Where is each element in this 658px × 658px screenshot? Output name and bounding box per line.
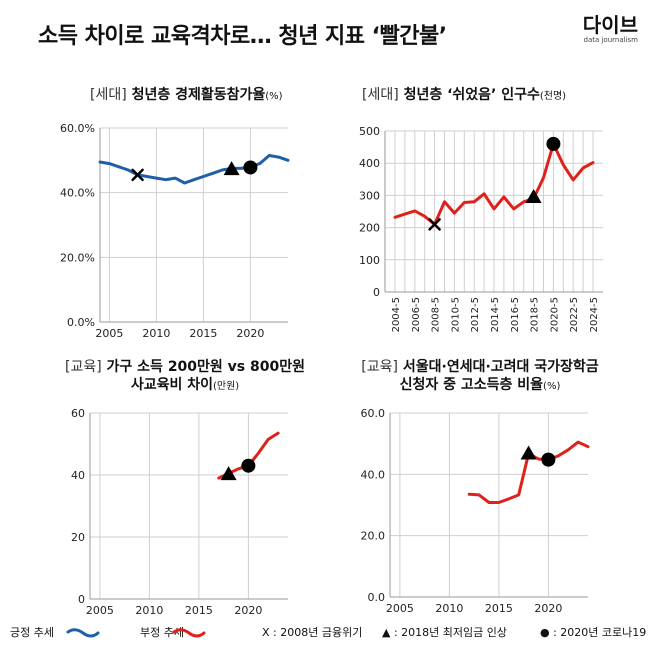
panel-2-ytick-label: 500 <box>359 125 380 138</box>
panel-2-xtick-label: 2004-5 <box>391 297 402 332</box>
page-title: 소득 차이로 교육격차로… 청년 지표 ‘빨간불’ <box>38 24 447 49</box>
panel-1-xtick-label: 2005 <box>95 327 123 340</box>
brand-logo: 다이브 data journalism <box>583 14 638 44</box>
panel-3-ytick-label: 60 <box>71 407 85 420</box>
panel-4-marker-circle <box>541 452 556 467</box>
panel-3-xtick-label: 2015 <box>185 604 213 617</box>
panel-2-ytick-label: 200 <box>359 222 380 235</box>
panel-4-xtick-label: 2005 <box>386 602 414 615</box>
panel-2-ytick-label: 0 <box>373 286 380 299</box>
panel-2-marker-x <box>428 218 441 231</box>
panel-1-xtick-label: 2020 <box>236 327 264 340</box>
panel-1-marker-x <box>131 168 144 182</box>
panel-1-title: [세대] 청년층 경제활동참가율(%) <box>90 86 283 106</box>
legend-negative-swatch <box>172 628 206 638</box>
legend-negative-label: 부정 추세 <box>140 626 184 639</box>
legend-positive-swatch <box>66 628 100 638</box>
panel-3-xtick-label: 2020 <box>234 604 262 617</box>
panel-3-marker-triangle <box>220 466 237 481</box>
panel-4-unit: (%) <box>543 381 561 392</box>
panel-1-xtick-label: 2015 <box>189 327 217 340</box>
panel-1-marker-circle <box>243 160 258 175</box>
panel-2-xtick-label: 2024-5 <box>589 297 600 332</box>
panel-3-xtick-label: 2005 <box>86 604 114 617</box>
panel-4-xtick-label: 2010 <box>435 602 463 615</box>
panel-2-title-text: 청년층 ‘쉬었음’ 인구수 <box>403 87 540 103</box>
legend-x-marker: X : 2008년 금융위기 <box>262 626 363 639</box>
panel-2-xtick-label: 2014-5 <box>490 297 501 332</box>
panel-2-tag: [세대] <box>362 87 399 103</box>
legend-circle-marker: ● : 2020년 코로나19 <box>540 626 647 639</box>
panel-2-xtick-label: 2016-5 <box>510 297 521 332</box>
panel-2-xtick-label: 2018-5 <box>530 297 541 332</box>
panel-4-xtick-label: 2015 <box>485 602 513 615</box>
panel-4-ytick-label: 60.0 <box>361 407 386 420</box>
panel-2-marker-circle <box>546 136 561 151</box>
panel-4-title: [교육] 서울대·연세대·고려대 국가장학금 신청자 중 고소득층 비율(%) <box>355 358 605 396</box>
panel-1-ytick-label: 40.0% <box>60 187 95 200</box>
legend-triangle-marker: ▲ : 2018년 최저임금 인상 <box>382 626 507 639</box>
panel-3-title-line2: 사교육비 차이 <box>130 377 213 393</box>
panel-1-ytick-label: 20.0% <box>60 251 95 264</box>
panel-3-ytick-label: 0 <box>78 593 85 606</box>
panel-4-ytick-label: 40.0 <box>361 468 386 481</box>
panel-2-ytick-label: 300 <box>359 189 380 202</box>
panel-2-ytick-label: 100 <box>359 254 380 267</box>
panel-3-ytick-label: 40 <box>71 469 85 482</box>
panel-3-unit: (만원) <box>212 381 240 392</box>
panel-1-ytick-label: 0.0% <box>67 316 95 329</box>
logo-subtext: data journalism <box>583 36 639 44</box>
panel-4-ytick-label: 20.0 <box>361 530 386 543</box>
panel-2-series-line <box>393 142 595 226</box>
panel-3-xtick-label: 2010 <box>135 604 163 617</box>
logo-text: 다이브 <box>582 13 638 37</box>
panel-1-marker-triangle <box>223 161 240 176</box>
panel-4-tag: [교육] <box>361 359 398 375</box>
panel-3-ytick-label: 20 <box>71 531 85 544</box>
panel-3-title: [교육] 가구 소득 200만원 vs 800만원 사교육비 차이(만원) <box>60 358 310 396</box>
panel-2-xtick-label: 2012-5 <box>470 297 481 332</box>
panel-3-tag: [교육] <box>64 359 102 375</box>
legend-positive-label: 긍정 추세 <box>10 626 54 639</box>
panel-1-xtick-label: 2010 <box>142 327 170 340</box>
panel-3-title-text: 가구 소득 200만원 vs 800만원 <box>106 359 305 375</box>
panel-2-xtick-label: 2010-5 <box>450 297 461 332</box>
panel-2-marker-triangle <box>525 189 542 204</box>
panel-4-title-line2: 신청자 중 고소득층 비율 <box>399 377 544 393</box>
panel-2-xtick-label: 2022-5 <box>569 297 580 332</box>
panel-1-ytick-label: 60.0% <box>60 122 95 135</box>
panel-1-series-line <box>98 154 290 185</box>
panel-2-xtick-label: 2006-5 <box>411 297 422 332</box>
panel-2-ytick-label: 400 <box>359 157 380 170</box>
panel-3-marker-circle <box>241 458 256 473</box>
panel-4-title-text: 서울대·연세대·고려대 국가장학금 <box>402 359 599 375</box>
panel-1-tag: [세대] <box>90 87 127 103</box>
panel-1-unit: (%) <box>265 91 283 102</box>
panel-2-unit: (천명) <box>539 91 567 102</box>
legend-negative: 부정 추세 <box>140 624 184 640</box>
panel-4-xtick-label: 2020 <box>534 602 562 615</box>
panel-2-xtick-label: 2020-5 <box>549 297 560 332</box>
panel-2-title: [세대] 청년층 ‘쉬었음’ 인구수(천명) <box>362 86 566 106</box>
panel-2-xtick-label: 2008-5 <box>431 297 442 332</box>
panel-4-marker-triangle <box>520 445 537 460</box>
panel-4-ytick-label: 0.0 <box>368 591 386 604</box>
legend-positive: 긍정 추세 <box>10 624 54 640</box>
panel-1-title-text: 청년층 경제활동참가율 <box>131 87 266 103</box>
